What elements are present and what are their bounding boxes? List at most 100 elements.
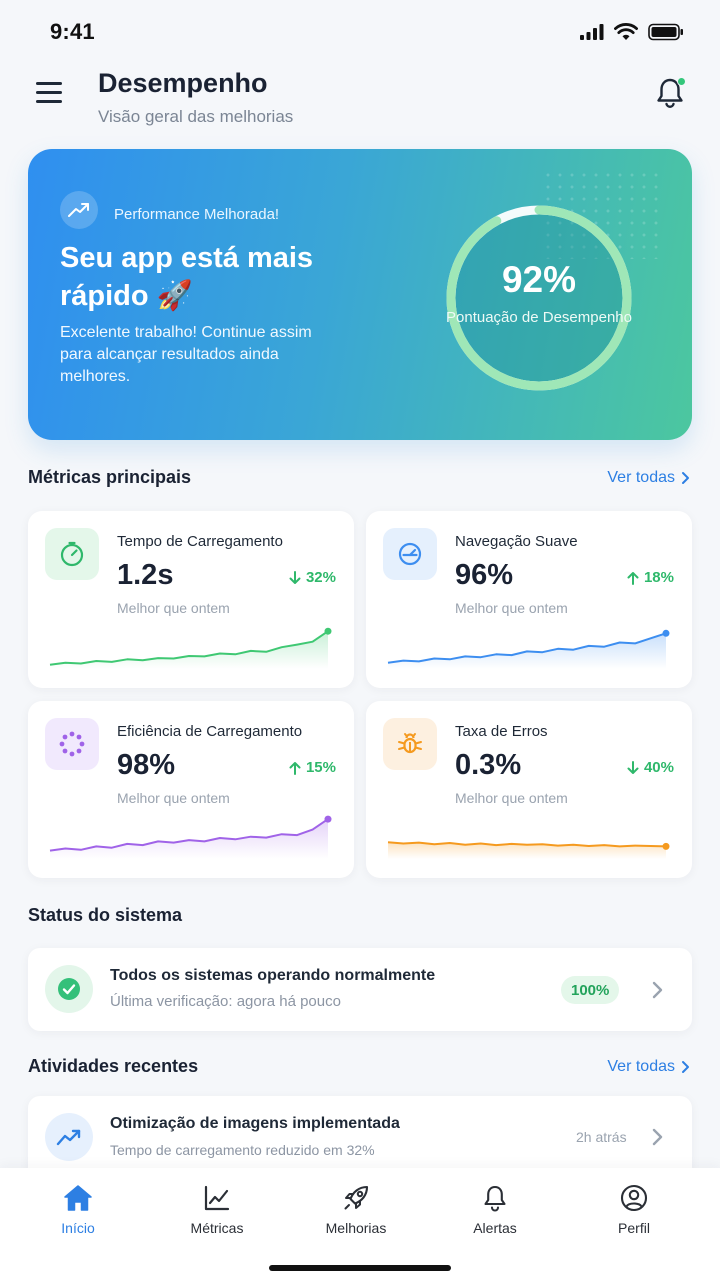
trending-up-icon [60,191,98,229]
system-last-check: Última verificação: agora há pouco [110,993,341,1010]
activity-see-all-label: Ver todas [607,1058,675,1075]
sparkline-line [49,630,329,666]
hero-badge: Performance Melhorada! [114,206,280,223]
arrow-down-icon [627,760,639,774]
metric-subtitle: Melhor que ontem [455,790,568,806]
page-subtitle: Visão geral das melhorias [98,107,294,126]
metric-change-value: 32% [305,569,336,586]
tab-improvements[interactable]: Melhorias [296,1184,416,1236]
tab-label: Melhorias [325,1220,387,1236]
score-ring-progress [446,205,632,391]
tab-label: Início [61,1220,95,1236]
system-status-text: Todos os sistemas operando normalmente [110,967,436,984]
menu-button[interactable] [36,82,66,108]
metric-title: Eficiência de Carregamento [117,723,303,740]
profile-icon [620,1184,648,1212]
home-indicator [269,1265,451,1271]
activity-see-all-link[interactable]: Ver todas [607,1058,690,1076]
system-section-title: Status do sistema [28,905,183,925]
bell-icon [484,1185,506,1212]
metric-card-smooth-navigation[interactable]: Navegação Suave 96% 18% Melhor que ontem [366,511,692,688]
metric-title: Tempo de Carregamento [117,533,283,550]
activity-title: Otimização de imagens implementada [110,1115,400,1132]
tab-profile[interactable]: Perfil [574,1184,694,1236]
metric-value: 98% [117,749,176,781]
metric-change-value: 15% [305,759,336,776]
sparkline-end-point [324,627,332,635]
status-icons [580,23,684,41]
metrics-see-all-link[interactable]: Ver todas [607,469,690,487]
status-bar: 9:41 [0,0,720,64]
sparkline-area [388,633,666,669]
metric-change-value: 40% [643,759,674,776]
hero-description: Excelente trabalho! Continue assim para … [60,324,312,385]
metric-change: 32% [289,569,336,586]
metric-subtitle: Melhor que ontem [455,600,568,616]
metric-value: 0.3% [455,749,522,781]
sparkline-end-point [324,815,332,823]
sparkline-area [50,631,328,669]
metric-subtitle: Melhor que ontem [117,600,230,616]
metric-card-error-rate[interactable]: Taxa de Erros 0.3% 40% Melhor que ontem [366,701,692,878]
chevron-right-icon [652,981,663,999]
performance-hero-card[interactable]: Performance Melhorada! Seu app está mais… [28,149,692,440]
metrics-see-all-label: Ver todas [607,469,675,486]
arrow-down-icon [289,570,301,584]
tab-label: Métricas [190,1220,244,1236]
score-ring [446,205,632,391]
metric-title: Navegação Suave [455,533,578,550]
system-status-card[interactable]: Todos os sistemas operando normalmente Ú… [28,948,692,1031]
trending-up-icon [45,1113,93,1161]
check-circle-icon [45,965,93,1013]
activity-section-title: Atividades recentes [28,1056,199,1076]
tab-label: Perfil [618,1220,650,1236]
metrics-section-title: Métricas principais [28,467,192,487]
tab-metrics[interactable]: Métricas [157,1184,277,1236]
sparkline-end-point [662,629,670,637]
metric-card-load-time[interactable]: Tempo de Carregamento 1.2s 32% Melhor qu… [28,511,354,688]
hero-title: Seu app está mais rápido 🚀 [60,242,314,312]
activity-time: 2h atrás [576,1129,627,1145]
metric-change: 18% [627,569,674,586]
metric-card-load-efficiency[interactable]: Eficiência de Carregamento 98% 15% Melho… [28,701,354,878]
page-title: Desempenho [98,68,268,98]
metric-sparkline [49,627,332,669]
rocket-icon [344,1185,369,1210]
bell-icon [657,78,683,108]
tab-home[interactable]: Início [18,1184,138,1236]
metric-sparkline [387,841,670,859]
metric-change: 15% [289,759,336,776]
notifications-button[interactable] [654,76,688,112]
loader-dots-icon [45,718,99,770]
chart-icon [204,1185,230,1211]
chevron-right-icon [682,472,689,484]
score-value: 92% [501,259,577,300]
signal-icon [580,24,604,40]
score-label: Pontuação de Desempenho [446,309,632,326]
activity-subtitle: Tempo de carregamento reduzido em 32% [110,1142,375,1158]
chevron-right-icon [682,1061,689,1073]
metric-sparkline [49,815,332,859]
metric-value: 1.2s [117,559,174,591]
bug-icon [383,718,437,770]
metric-title: Taxa de Erros [455,723,548,740]
header: Desempenho Visão geral das melhorias [0,64,720,142]
wifi-icon [614,23,638,40]
metric-change: 40% [627,759,674,776]
arrow-up-icon [627,571,639,585]
tab-label: Alertas [473,1220,517,1236]
status-time: 9:41 [50,19,95,44]
tab-alerts[interactable]: Alertas [435,1184,555,1236]
notification-dot [677,77,686,86]
arrow-up-icon [289,761,301,775]
battery-icon [648,23,683,41]
metric-sparkline [387,629,670,669]
speedometer-icon [45,528,99,580]
tab-bar: Início Métricas Melhorias Alertas Perfil [0,1168,720,1280]
metric-subtitle: Melhor que ontem [117,790,230,806]
sparkline-line [49,818,329,852]
sparkline-line [387,841,667,848]
home-icon [64,1185,92,1211]
chevron-right-icon [652,1128,663,1146]
gauge-icon [383,528,437,580]
